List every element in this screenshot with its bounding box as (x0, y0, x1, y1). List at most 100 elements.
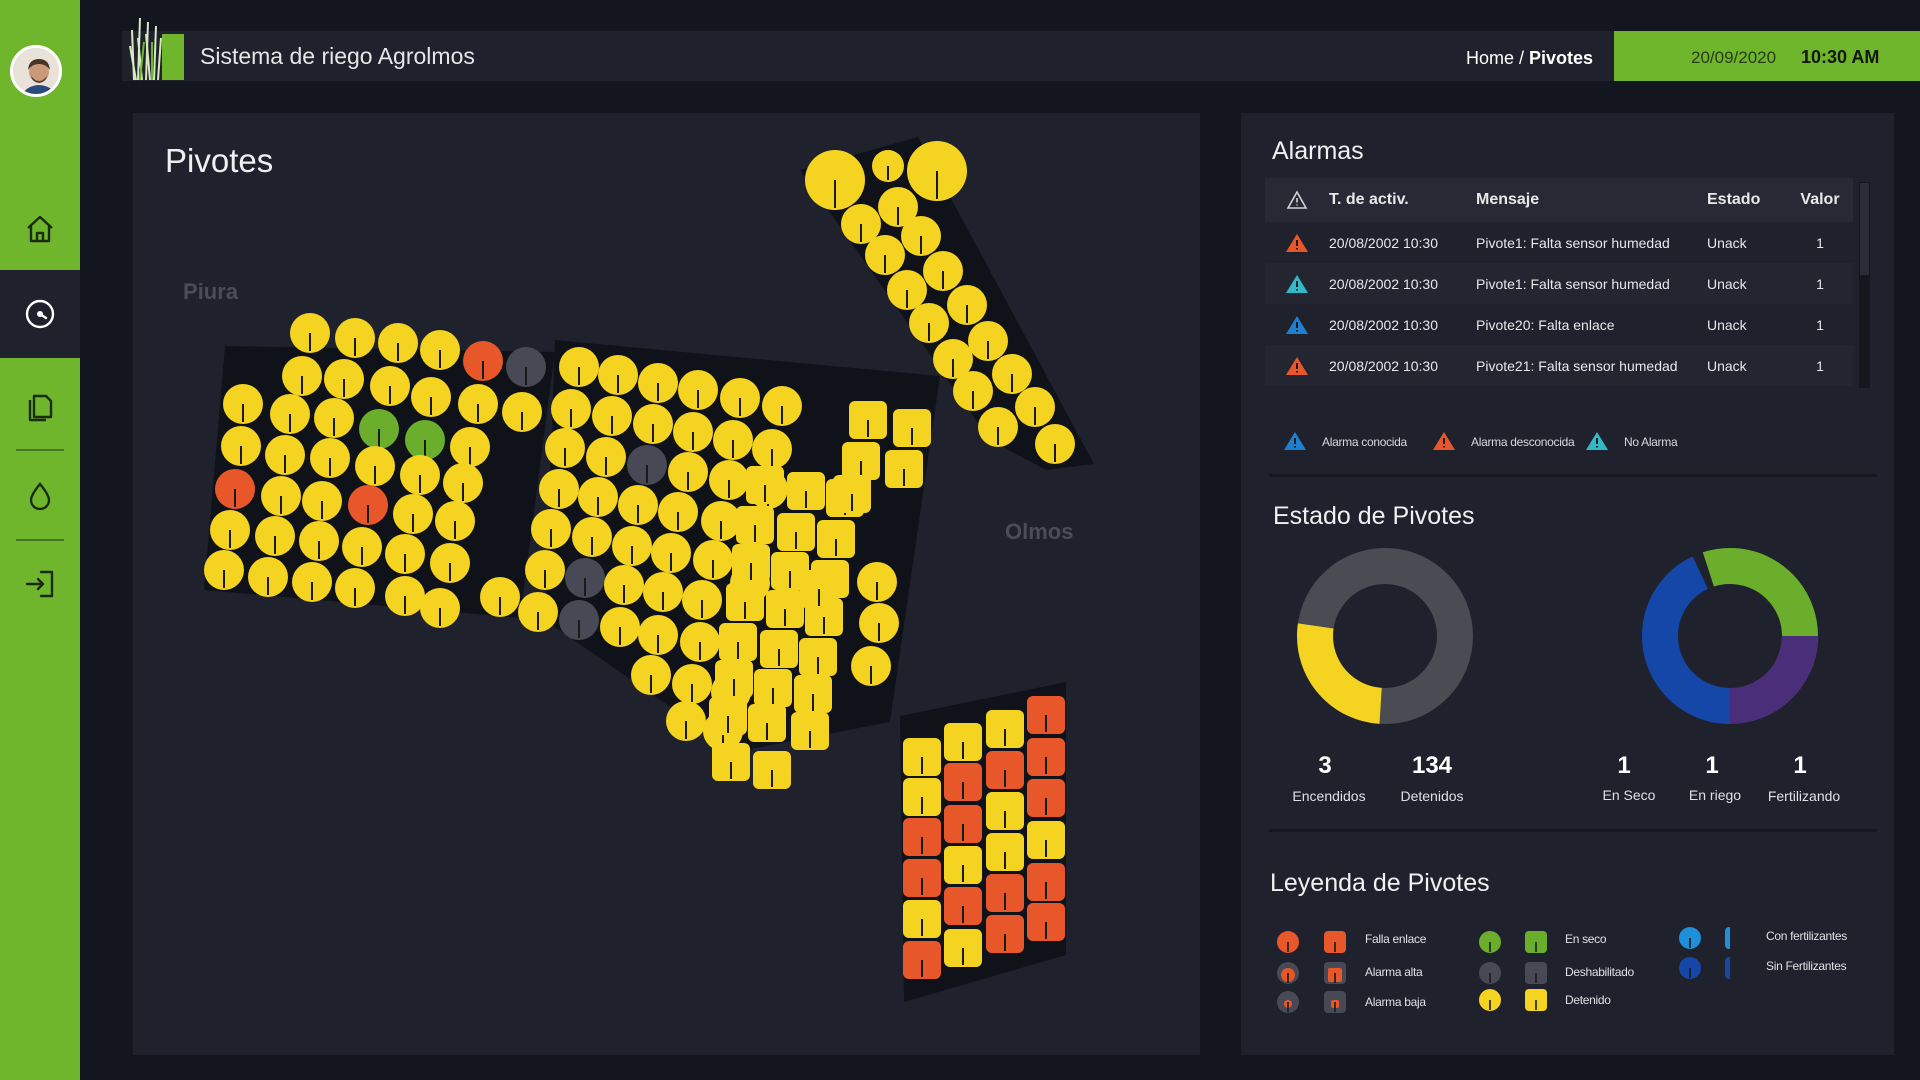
pivot-circle[interactable] (668, 452, 708, 492)
pivot-square[interactable] (1027, 821, 1065, 859)
pivot-square[interactable] (1027, 738, 1065, 776)
pivot-square[interactable] (748, 704, 786, 742)
pivot-square[interactable] (986, 833, 1024, 871)
pivot-circle[interactable] (223, 384, 263, 424)
alarm-row[interactable]: 20/08/2002 10:30 Pivote1: Falta sensor h… (1265, 263, 1853, 304)
pivot-circle[interactable] (502, 392, 542, 432)
breadcrumb-home[interactable]: Home (1466, 48, 1515, 68)
pivot-square[interactable] (903, 738, 941, 776)
pivot-circle[interactable] (682, 580, 722, 620)
pivot-circle[interactable] (450, 427, 490, 467)
pivot-square[interactable] (833, 475, 871, 513)
pivot-circle[interactable] (693, 540, 733, 580)
pivot-circle[interactable] (405, 420, 445, 460)
pivot-circle[interactable] (887, 270, 927, 310)
pivot-circle[interactable] (678, 370, 718, 410)
nav-logout[interactable] (0, 540, 80, 628)
pivot-circle[interactable] (525, 550, 565, 590)
pivot-circle[interactable] (666, 701, 706, 741)
pivot-square[interactable] (800, 570, 838, 608)
pivot-circle[interactable] (953, 371, 993, 411)
pivot-circle[interactable] (314, 398, 354, 438)
pivot-circle[interactable] (480, 577, 520, 617)
pivot-square[interactable] (944, 763, 982, 801)
pivot-square[interactable] (944, 723, 982, 761)
pivot-circle[interactable] (342, 527, 382, 567)
pivot-circle[interactable] (658, 492, 698, 532)
pivot-circle[interactable] (857, 562, 897, 602)
pivot-circle[interactable] (578, 477, 618, 517)
pivot-circle[interactable] (545, 428, 585, 468)
pivot-circle[interactable] (901, 216, 941, 256)
nav-home[interactable] (0, 185, 80, 273)
pivot-square[interactable] (944, 929, 982, 967)
pivot-circle[interactable] (299, 521, 339, 561)
pivot-circle[interactable] (923, 251, 963, 291)
user-avatar[interactable] (10, 45, 62, 97)
pivot-square[interactable] (903, 900, 941, 938)
alarm-row[interactable]: 20/08/2002 10:30 Pivote21: Falta sensor … (1265, 345, 1853, 386)
pivot-circle[interactable] (290, 313, 330, 353)
pivot-circle[interactable] (752, 429, 792, 469)
alarm-row[interactable]: 20/08/2002 10:30 Pivote1: Falta sensor h… (1265, 222, 1853, 263)
alarms-scrollbar[interactable] (1859, 182, 1870, 388)
pivot-circle[interactable] (215, 469, 255, 509)
pivot-square[interactable] (944, 887, 982, 925)
pivot-circle[interactable] (393, 494, 433, 534)
pivot-circle[interactable] (310, 438, 350, 478)
pivot-circle[interactable] (851, 646, 891, 686)
pivot-circle[interactable] (335, 318, 375, 358)
pivot-square[interactable] (719, 623, 757, 661)
pivot-circle[interactable] (270, 394, 310, 434)
pivot-square[interactable] (986, 792, 1024, 830)
pivot-circle[interactable] (680, 622, 720, 662)
pivot-square[interactable] (986, 710, 1024, 748)
col-time[interactable]: T. de activ. (1329, 191, 1409, 208)
pivot-square[interactable] (794, 675, 832, 713)
pivot-circle[interactable] (627, 445, 667, 485)
pivot-circle[interactable] (565, 558, 605, 598)
pivot-circle[interactable] (909, 303, 949, 343)
pivot-circle[interactable] (400, 455, 440, 495)
pivot-circle[interactable] (443, 463, 483, 503)
col-message[interactable]: Mensaje (1476, 191, 1540, 208)
alarms-scroll-thumb[interactable] (1860, 183, 1869, 275)
pivot-circle[interactable] (762, 386, 802, 426)
pivot-square[interactable] (986, 874, 1024, 912)
pivot-circle[interactable] (261, 476, 301, 516)
pivot-square[interactable] (944, 846, 982, 884)
pivot-square[interactable] (754, 669, 792, 707)
pivot-circle[interactable] (701, 501, 741, 541)
pivot-square[interactable] (903, 778, 941, 816)
pivot-circle[interactable] (385, 534, 425, 574)
pivot-circle[interactable] (604, 565, 644, 605)
field-area[interactable] (900, 682, 1066, 1002)
pivot-circle[interactable] (255, 516, 295, 556)
pivot-square[interactable] (753, 751, 791, 789)
pivot-circle[interactable] (907, 141, 967, 201)
pivot-circle[interactable] (618, 485, 658, 525)
pivot-square[interactable] (986, 915, 1024, 953)
pivot-square[interactable] (817, 520, 855, 558)
pivot-circle[interactable] (709, 460, 749, 500)
pivot-circle[interactable] (631, 655, 671, 695)
pivot-circle[interactable] (551, 389, 591, 429)
pivot-circle[interactable] (430, 543, 470, 583)
pivot-circle[interactable] (643, 572, 683, 612)
pivot-circle[interactable] (638, 615, 678, 655)
pivot-circle[interactable] (518, 592, 558, 632)
pivot-circle[interactable] (370, 366, 410, 406)
alarm-row[interactable]: 20/08/2002 10:30 Pivote20: Falta enlace … (1265, 304, 1853, 345)
pivot-circle[interactable] (385, 576, 425, 616)
pivot-square[interactable] (746, 466, 784, 504)
pivot-square[interactable] (736, 506, 774, 544)
pivot-square[interactable] (726, 583, 764, 621)
nav-documents[interactable] (0, 362, 80, 450)
pivot-circle[interactable] (865, 235, 905, 275)
pivot-circle[interactable] (592, 396, 632, 436)
pivot-circle[interactable] (348, 485, 388, 525)
pivot-square[interactable] (986, 751, 1024, 789)
pivot-circle[interactable] (992, 354, 1032, 394)
pivot-square[interactable] (791, 712, 829, 750)
pivot-circle[interactable] (411, 377, 451, 417)
